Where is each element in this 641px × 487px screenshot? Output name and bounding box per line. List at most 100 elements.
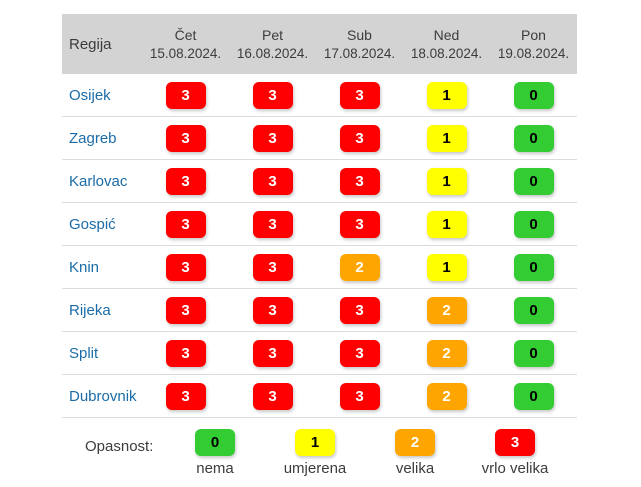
table-body: Osijek 3 3 3 1 0 Zagreb 3 3 3 1 0 Karlovac 3 3 3 1 0 Gospi…	[62, 74, 577, 418]
warning-level-badge: 2	[426, 339, 467, 367]
legend-label: Opasnost:	[85, 438, 154, 455]
level-cell: 3	[229, 160, 316, 203]
level-cell: 3	[142, 246, 229, 289]
day-name: Čet	[174, 27, 197, 43]
warning-level-badge: 0	[513, 81, 554, 109]
level-cell: 2	[403, 332, 490, 375]
level-cell: 3	[142, 203, 229, 246]
region-column-header: Regija	[62, 14, 142, 74]
level-cell: 3	[229, 74, 316, 117]
level-cell: 3	[316, 289, 403, 332]
warning-level-badge: 3	[165, 253, 206, 281]
warning-level-badge: 3	[252, 124, 293, 152]
region-link[interactable]: Gospić	[69, 215, 116, 233]
warning-level-badge: 0	[513, 382, 554, 410]
warning-level-badge: 3	[339, 296, 380, 324]
level-cell: 3	[229, 332, 316, 375]
table-row: Osijek 3 3 3 1 0	[62, 74, 577, 117]
day-column-header: Sub 17.08.2024.	[316, 14, 403, 74]
level-cell: 1	[403, 203, 490, 246]
warning-level-badge: 1	[426, 81, 467, 109]
warning-level-badge: 3	[339, 81, 380, 109]
region-link[interactable]: Zagreb	[69, 129, 117, 147]
level-cell: 3	[316, 117, 403, 160]
warning-level-badge: 0	[513, 253, 554, 281]
level-cell: 0	[490, 117, 577, 160]
legend-level-badge: 3	[495, 429, 535, 456]
level-cell: 2	[316, 246, 403, 289]
warning-level-badge: 3	[252, 210, 293, 238]
warning-level-badge: 0	[513, 210, 554, 238]
level-cell: 3	[316, 203, 403, 246]
region-link[interactable]: Knin	[69, 258, 100, 276]
day-column-header: Čet 15.08.2024.	[142, 14, 229, 74]
warning-level-badge: 0	[513, 124, 554, 152]
warning-level-badge: 3	[339, 210, 380, 238]
hazard-forecast-table: Regija Čet 15.08.2024. Pet 16.08.2024. S…	[62, 14, 577, 418]
level-cell: 3	[229, 246, 316, 289]
day-column-header: Ned 18.08.2024.	[403, 14, 490, 74]
warning-level-badge: 0	[513, 167, 554, 195]
warning-level-badge: 3	[165, 210, 206, 238]
warning-level-badge: 3	[252, 382, 293, 410]
legend-level-badge: 0	[195, 429, 235, 456]
warning-level-badge: 1	[426, 253, 467, 281]
legend-item-label: umjerena	[283, 460, 347, 477]
level-cell: 3	[316, 375, 403, 418]
day-column-header: Pet 16.08.2024.	[229, 14, 316, 74]
legend-items: 0 nema 1 umjerena 2 velika 3 vrlo velika	[165, 429, 565, 477]
level-cell: 3	[229, 203, 316, 246]
day-date: 18.08.2024.	[410, 46, 483, 61]
day-name: Pet	[261, 27, 283, 43]
warning-level-badge: 1	[426, 167, 467, 195]
region-link[interactable]: Karlovac	[69, 172, 128, 190]
warning-level-badge: 3	[339, 124, 380, 152]
warning-level-badge: 2	[426, 296, 467, 324]
warning-level-badge: 1	[426, 124, 467, 152]
warning-level-badge: 1	[426, 210, 467, 238]
level-cell: 0	[490, 289, 577, 332]
level-cell: 0	[490, 74, 577, 117]
table-row: Rijeka 3 3 3 2 0	[62, 288, 577, 332]
level-cell: 3	[229, 289, 316, 332]
legend-item-label: velika	[395, 460, 435, 477]
legend-level-badge: 1	[295, 429, 335, 456]
warning-level-badge: 3	[252, 296, 293, 324]
warning-level-badge: 3	[165, 382, 206, 410]
level-cell: 3	[316, 332, 403, 375]
level-cell: 0	[490, 160, 577, 203]
warning-level-badge: 3	[165, 296, 206, 324]
region-link[interactable]: Dubrovnik	[69, 387, 137, 405]
table-header: Regija Čet 15.08.2024. Pet 16.08.2024. S…	[62, 14, 577, 74]
day-name: Ned	[433, 27, 460, 43]
level-cell: 0	[490, 375, 577, 418]
table-row: Knin 3 3 2 1 0	[62, 245, 577, 289]
level-cell: 1	[403, 117, 490, 160]
level-cell: 3	[316, 74, 403, 117]
day-name: Sub	[347, 27, 372, 43]
level-cell: 3	[229, 375, 316, 418]
legend-item-label: nema	[196, 460, 234, 477]
region-link[interactable]: Split	[69, 344, 99, 362]
day-date: 17.08.2024.	[323, 46, 396, 61]
warning-level-badge: 3	[252, 167, 293, 195]
legend-level-badge: 2	[395, 429, 435, 456]
level-cell: 3	[142, 74, 229, 117]
region-link[interactable]: Rijeka	[69, 301, 111, 319]
level-cell: 3	[142, 160, 229, 203]
header-row: Regija Čet 15.08.2024. Pet 16.08.2024. S…	[62, 14, 577, 74]
level-cell: 1	[403, 160, 490, 203]
warning-level-badge: 2	[339, 253, 380, 281]
legend-item: 0 nema	[165, 429, 265, 477]
region-link[interactable]: Osijek	[69, 86, 111, 104]
level-cell: 0	[490, 203, 577, 246]
danger-legend: Opasnost: 0 nema 1 umjerena 2 velika 3 vrlo vel…	[85, 429, 565, 477]
legend-item-label: vrlo velika	[481, 460, 549, 477]
warning-level-badge: 3	[339, 339, 380, 367]
level-cell: 3	[142, 332, 229, 375]
level-cell: 3	[142, 375, 229, 418]
level-cell: 0	[490, 246, 577, 289]
warning-level-badge: 3	[252, 339, 293, 367]
level-cell: 3	[229, 117, 316, 160]
